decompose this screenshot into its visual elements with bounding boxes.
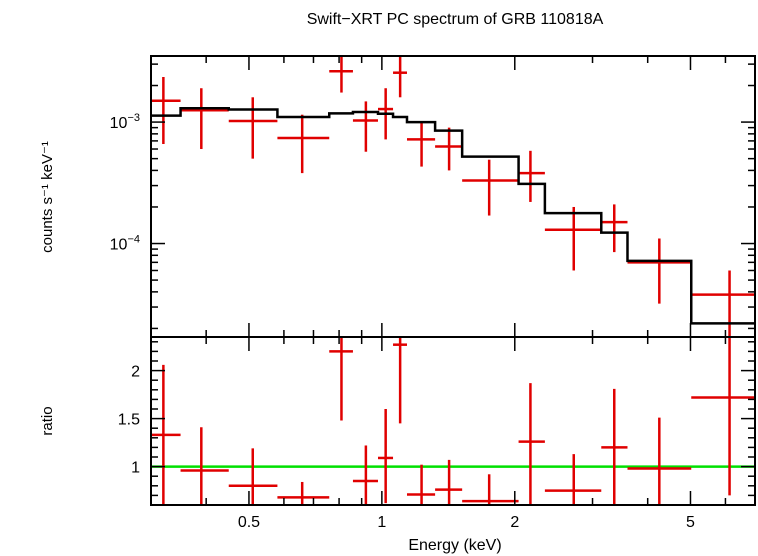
spectrum-data-point: [462, 159, 519, 216]
spectrum-data-point: [151, 77, 181, 144]
ratio-data-point: [377, 409, 394, 504]
ratio-data-point: [180, 427, 229, 505]
ratio-data-point: [228, 448, 278, 505]
y-tick-label: 10−3: [110, 112, 140, 132]
y-tick-label: 1.5: [118, 412, 140, 429]
spectrum-data-point: [180, 88, 229, 150]
ratio-data-point: [352, 445, 378, 505]
spectrum-y-label: counts s⁻¹ keV⁻¹: [39, 141, 56, 253]
spectrum-data-point: [228, 97, 278, 159]
spectrum-frame: [150, 55, 756, 338]
spectrum-data-point: [352, 101, 378, 152]
spectrum-data-point: [393, 56, 407, 98]
spectrum-data-point: [601, 204, 628, 253]
spectrum-data-point: [544, 206, 602, 271]
spectrum-data-point: [435, 127, 463, 171]
ratio-data-point: [462, 474, 519, 505]
ratio-y-label: ratio: [39, 406, 56, 435]
x-tick-labels: 0.5 1 2 5: [238, 514, 695, 531]
ratio-data-point: [544, 454, 602, 505]
ratio-data-point: [627, 417, 692, 505]
spectrum-panel: 10−4 10−3 counts s⁻¹ keV⁻¹: [39, 55, 756, 338]
ratio-panel: 1 1.5 2 ratio: [39, 336, 756, 506]
spectrum-data-point: [277, 114, 330, 174]
ratio-data-point: [406, 464, 436, 505]
ratio-data-point: [277, 481, 330, 505]
spectrum-axis-ticks: 10−4 10−3: [110, 56, 756, 337]
x-tick-label: 0.5: [238, 514, 260, 531]
chart-title: Swift−XRT PC spectrum of GRB 110818A: [307, 11, 604, 28]
ratio-data-point: [691, 337, 755, 496]
ratio-data-point: [435, 459, 463, 505]
x-tick-label: 2: [510, 514, 519, 531]
ratio-data-point: [151, 364, 181, 505]
ratio-data-point: [393, 337, 407, 424]
x-tick-label: 1: [377, 514, 386, 531]
spectrum-data-point: [627, 238, 692, 304]
spectrum-data-point: [406, 121, 436, 167]
y-tick-label: 1: [131, 460, 140, 477]
spectrum-data-point: [691, 270, 755, 337]
ratio-frame: [150, 336, 756, 506]
x-tick-label: 5: [686, 514, 695, 531]
ratio-data-point: [518, 383, 545, 505]
spectrum-data-point: [518, 150, 545, 202]
spectrum-data-group: [151, 56, 755, 337]
ratio-data-group: [151, 337, 755, 505]
y-tick-label: 10−4: [110, 234, 140, 254]
ratio-data-point: [329, 337, 353, 421]
ratio-data-point: [601, 388, 628, 505]
x-axis-label: Energy (keV): [408, 537, 501, 554]
y-tick-label: 2: [131, 364, 140, 381]
spectrum-data-point: [329, 56, 353, 93]
model-step-line: [151, 106, 755, 325]
